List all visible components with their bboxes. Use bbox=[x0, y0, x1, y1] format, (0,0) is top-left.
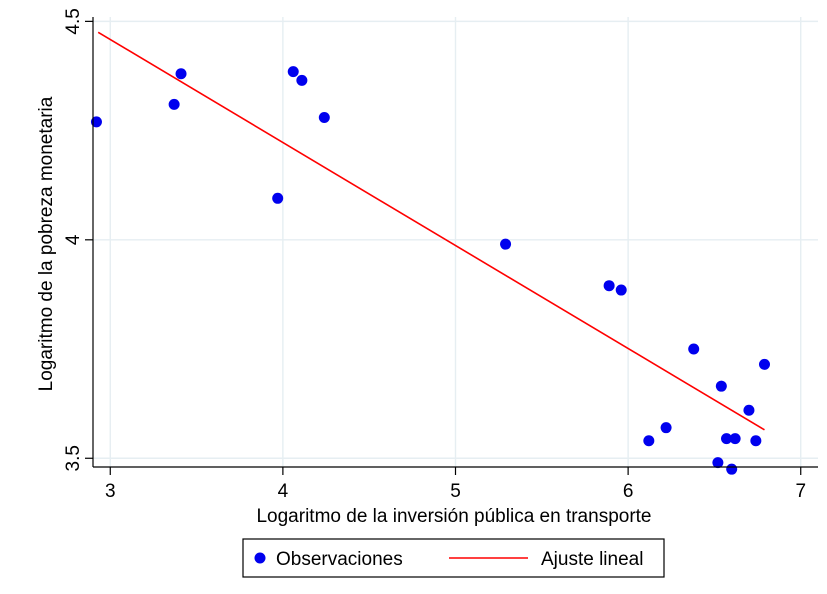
data-point bbox=[688, 343, 700, 355]
x-tick-label: 5 bbox=[450, 481, 461, 502]
fit-line bbox=[97, 31, 765, 431]
data-point bbox=[660, 422, 672, 434]
data-point bbox=[643, 435, 655, 447]
y-tick-label: 3.5 bbox=[63, 445, 84, 471]
legend-label-observaciones: Observaciones bbox=[276, 549, 403, 570]
fit-line-series bbox=[97, 31, 765, 431]
data-point bbox=[726, 463, 738, 475]
data-point bbox=[296, 74, 308, 86]
axes: 3 4 5 6 7 3.5 4 4.5 bbox=[63, 8, 818, 502]
x-tick-label: 4 bbox=[278, 481, 289, 502]
data-point bbox=[272, 192, 284, 204]
data-point bbox=[287, 66, 299, 78]
data-point bbox=[743, 404, 755, 416]
data-point bbox=[750, 435, 762, 447]
data-point bbox=[500, 238, 512, 250]
data-point bbox=[721, 433, 733, 445]
data-point bbox=[318, 111, 330, 123]
data-point bbox=[712, 457, 724, 469]
y-tick-label: 4.5 bbox=[63, 8, 84, 34]
data-point bbox=[729, 433, 741, 445]
data-point bbox=[90, 116, 102, 128]
legend-marker-observaciones bbox=[254, 552, 266, 564]
data-point bbox=[175, 68, 187, 80]
y-axis-title: Logaritmo de la pobreza monetaria bbox=[36, 96, 57, 391]
x-axis-title: Logaritmo de la inversión pública en tra… bbox=[256, 506, 651, 527]
grid-lines bbox=[93, 17, 818, 467]
data-point bbox=[758, 358, 770, 370]
data-point bbox=[715, 380, 727, 392]
y-tick-label: 4 bbox=[63, 234, 84, 245]
data-point bbox=[615, 284, 627, 296]
observations-series bbox=[90, 66, 770, 475]
data-point bbox=[603, 280, 615, 292]
legend: Observaciones Ajuste lineal bbox=[242, 538, 665, 578]
legend-label-ajuste-lineal: Ajuste lineal bbox=[541, 549, 643, 570]
x-tick-label: 3 bbox=[105, 481, 116, 502]
x-tick-label: 6 bbox=[623, 481, 634, 502]
data-point bbox=[168, 98, 180, 110]
x-tick-label: 7 bbox=[795, 481, 806, 502]
